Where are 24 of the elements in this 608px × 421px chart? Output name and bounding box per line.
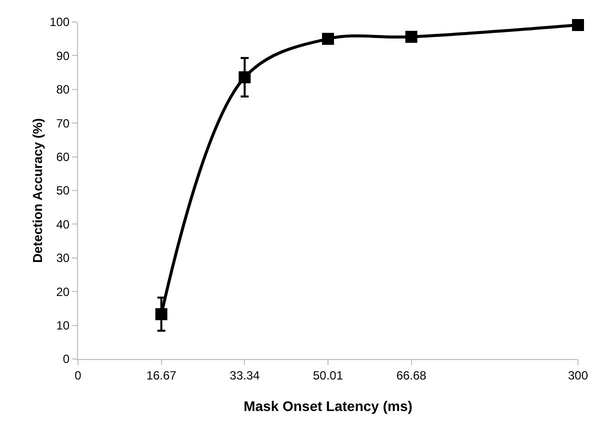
y-tick-label: 20 bbox=[56, 284, 70, 299]
y-tick-label: 70 bbox=[56, 116, 70, 130]
y-tick-label: 90 bbox=[56, 48, 70, 63]
point bbox=[155, 308, 168, 320]
y-tick-label: 10 bbox=[56, 318, 70, 332]
y-tick-label: 0 bbox=[62, 352, 70, 366]
x-tick-label: 300 bbox=[568, 368, 588, 382]
y-tick-label: 60 bbox=[56, 150, 70, 164]
x-tick-label: 0 bbox=[74, 368, 82, 382]
y-tick-label: 30 bbox=[56, 251, 70, 266]
point bbox=[405, 30, 418, 43]
x-tick-label: 33.34 bbox=[230, 368, 260, 382]
x-axis-title: Mask Onset Latency (ms) bbox=[244, 398, 412, 414]
point bbox=[238, 71, 251, 84]
x-tick-label: 50.01 bbox=[312, 368, 344, 382]
y-axis-title: Detection Accuracy (%) bbox=[30, 118, 45, 263]
point bbox=[572, 19, 584, 32]
y-tick-label: 100 bbox=[50, 15, 70, 30]
x-tick-label: 16.67 bbox=[146, 368, 177, 382]
y-tick-label: 80 bbox=[56, 82, 70, 97]
x-tick-label: 66.68 bbox=[396, 368, 427, 382]
y-tick-label: 40 bbox=[56, 217, 70, 232]
point bbox=[322, 32, 334, 45]
y-tick-label: 50 bbox=[56, 184, 70, 198]
